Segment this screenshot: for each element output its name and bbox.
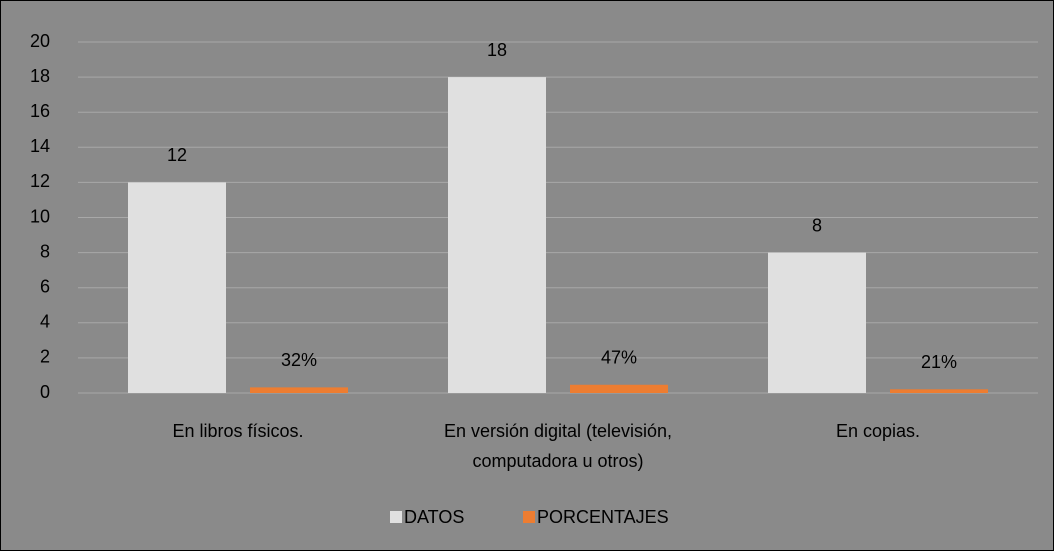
bar [570, 384, 668, 393]
y-tick-label: 20 [30, 31, 50, 51]
legend-label: DATOS [404, 507, 464, 527]
data-label: 8 [812, 215, 822, 235]
legend-label: PORCENTAJES [537, 507, 669, 527]
bar [250, 387, 348, 393]
y-tick-label: 18 [30, 66, 50, 86]
y-tick-label: 8 [40, 241, 50, 261]
y-tick-label: 4 [40, 312, 50, 332]
bar [768, 252, 866, 393]
legend-swatch [390, 511, 402, 523]
data-label: 32% [281, 350, 317, 370]
y-tick-label: 2 [40, 347, 50, 367]
y-tick-label: 12 [30, 171, 50, 191]
bar [890, 389, 988, 393]
x-tick-label: En libros físicos. [172, 421, 304, 441]
data-label: 21% [921, 352, 957, 372]
data-label: 47% [601, 348, 637, 368]
legend-swatch [523, 511, 535, 523]
data-label: 18 [487, 40, 507, 60]
x-tick-label: En copias. [835, 421, 921, 441]
x-tick-label: En versión digital (televisión, computad… [443, 421, 673, 471]
y-tick-label: 6 [40, 276, 50, 296]
bar [128, 182, 226, 393]
y-tick-label: 0 [40, 382, 50, 402]
data-label: 12 [167, 145, 187, 165]
y-tick-label: 10 [30, 206, 50, 226]
y-tick-label: 14 [30, 136, 50, 156]
y-tick-label: 16 [30, 101, 50, 121]
bar [448, 77, 546, 393]
